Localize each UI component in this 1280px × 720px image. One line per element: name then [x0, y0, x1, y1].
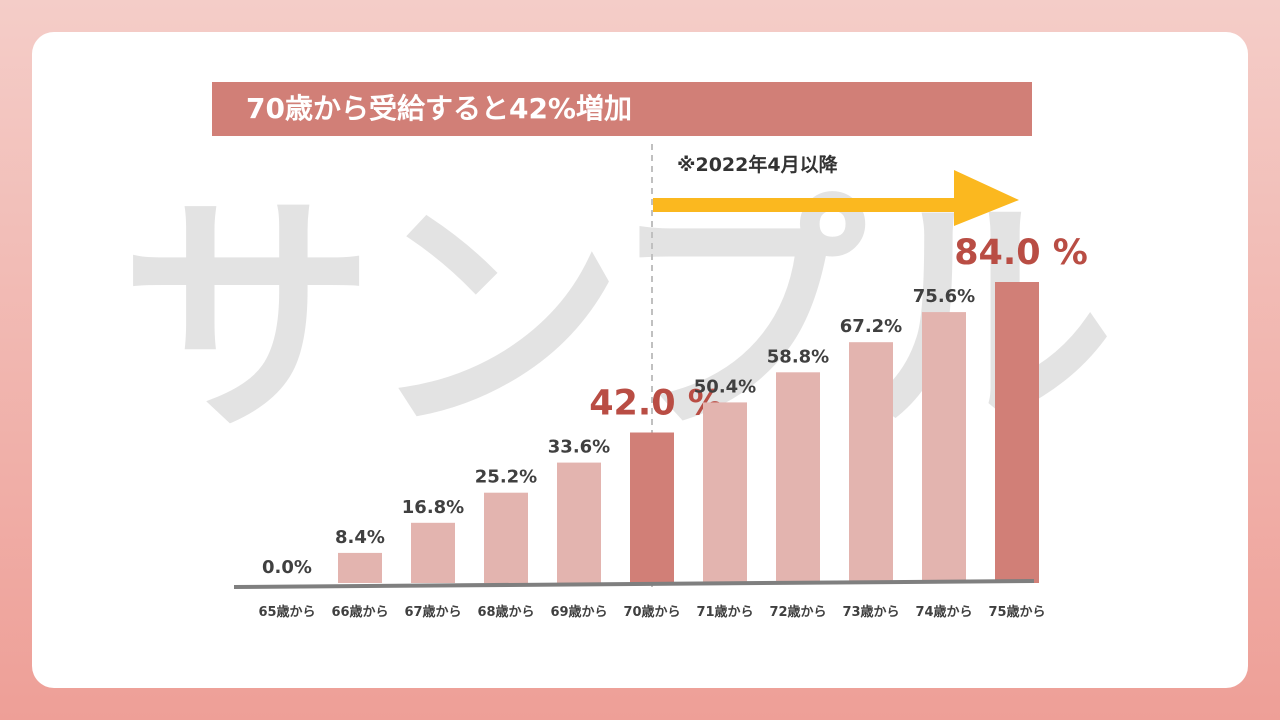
category-label: 72歳から [769, 604, 826, 620]
value-label: 67.2% [840, 316, 902, 337]
value-label: 50.4% [694, 376, 756, 397]
bar-chart: 0.0% 65歳から 8.4% 66歳から 16.8% 67歳から 25.2% 68歳から 33… [233, 144, 1088, 620]
category-label: 71歳から [696, 604, 753, 620]
value-label: 84.0 % [954, 233, 1088, 273]
bar [630, 432, 674, 583]
bar [557, 462, 601, 583]
category-label: 74歳から [915, 604, 972, 620]
chart-title: 70歳から受給すると42%増加 [212, 82, 1032, 136]
bar [995, 282, 1039, 583]
value-label: 75.6% [913, 286, 975, 307]
arrow-shape [653, 170, 1019, 226]
value-label: 42.0 % [589, 384, 723, 424]
category-label: 67歳から [404, 604, 461, 620]
x-axis-line [233, 579, 1035, 589]
value-label: 33.6% [548, 437, 610, 458]
category-label: 68歳から [477, 604, 534, 620]
category-label: 70歳から [623, 604, 680, 620]
bar [338, 552, 382, 583]
bar [922, 312, 966, 583]
value-label: 8.4% [335, 527, 385, 548]
category-label: 75歳から [988, 604, 1045, 620]
value-label: 58.8% [767, 346, 829, 367]
bar [484, 492, 528, 583]
card: サンプル 70歳から受給すると42%増加 ※2022年4月以降 0.0% 65歳か… [32, 32, 1248, 688]
bar [703, 402, 747, 583]
category-label: 73歳から [842, 604, 899, 620]
value-label: 16.8% [402, 497, 464, 518]
category-label: 66歳から [331, 604, 388, 620]
bar [849, 342, 893, 583]
category-label: 69歳から [550, 604, 607, 620]
bar [776, 372, 820, 583]
value-label: 0.0% [262, 557, 312, 578]
note-label: ※2022年4月以降 [677, 154, 838, 176]
value-label: 25.2% [475, 467, 537, 488]
category-label: 65歳から [258, 604, 315, 620]
bar [411, 522, 455, 583]
